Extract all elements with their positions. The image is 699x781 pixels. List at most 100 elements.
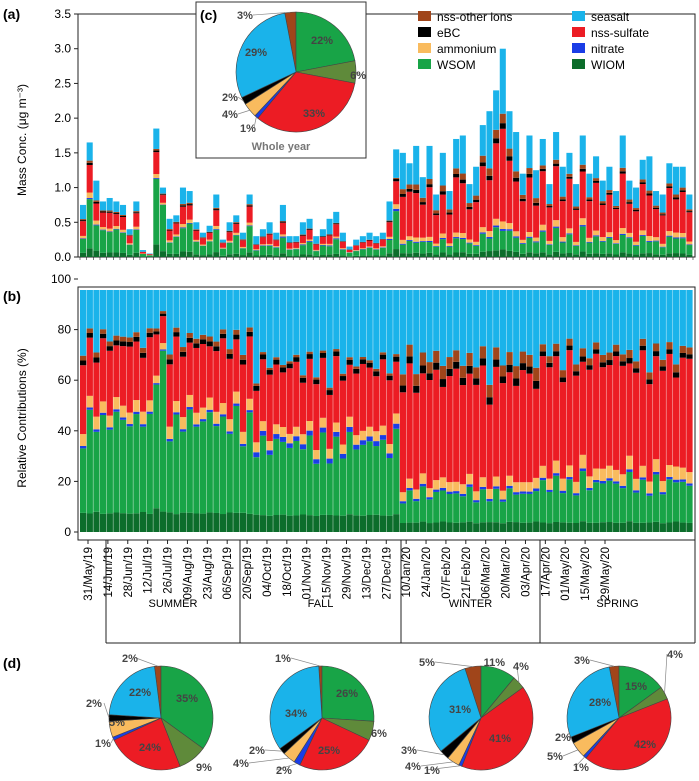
bar-segment-a-seasalt	[506, 111, 512, 148]
bar-segment-a-ammonium	[213, 226, 219, 229]
pct-segment-b-wsom	[593, 482, 599, 523]
pct-segment-b-ammonium	[187, 395, 193, 407]
pct-segment-b-nss_sulfate	[566, 350, 572, 465]
pct-segment-b-ammonium	[140, 412, 146, 424]
bar-segment-a-nss_sulfate	[140, 252, 146, 254]
bar-segment-a-nss_other	[120, 215, 126, 216]
bar-segment-a-seasalt	[300, 222, 306, 234]
legend-swatch-seasalt	[572, 11, 585, 21]
bar-segment-a-wsom	[267, 246, 273, 255]
bar-segment-a-seasalt	[433, 195, 439, 211]
pct-segment-b-ammonium	[127, 413, 133, 424]
bar-segment-a-ammonium	[167, 240, 173, 242]
pct-segment-b-wiom	[580, 521, 586, 532]
pct-segment-b-nss_other	[440, 366, 446, 379]
bar-segment-a-wsom	[180, 228, 186, 251]
bar-segment-a-seasalt	[420, 177, 426, 198]
bar-segment-a-nitrate	[506, 229, 512, 231]
pct-segment-b-wsom	[406, 490, 412, 522]
bar-segment-a-ebc	[113, 213, 119, 214]
pct-segment-b-wiom	[120, 513, 126, 532]
pct-segment-b-nss_other	[433, 351, 439, 363]
pct-segment-b-wsom	[633, 493, 639, 523]
pct-segment-b-wsom	[506, 488, 512, 522]
bar-segment-a-wiom	[686, 255, 692, 257]
bar-segment-a-nss_other	[473, 196, 479, 200]
bar-segment-a-ammonium	[680, 233, 686, 237]
bar-segment-a-wsom	[613, 244, 619, 255]
bar-segment-a-nss_sulfate	[513, 182, 519, 232]
pct-segment-b-nss_sulfate	[353, 374, 359, 436]
pct-segment-b-wiom	[426, 523, 432, 532]
pct-segment-b-nss_other	[646, 372, 652, 379]
bar-segment-a-wiom	[426, 253, 432, 257]
pct-segment-b-seasalt	[506, 290, 512, 352]
pct-segment-b-ebc	[660, 366, 666, 370]
pct-segment-b-nss_other	[426, 362, 432, 373]
pct-segment-b-seasalt	[193, 290, 199, 339]
pct-segment-b-ebc	[187, 338, 193, 343]
bar-segment-a-nitrate	[566, 233, 572, 234]
pct-segment-b-nitrate	[253, 452, 259, 457]
y-tick-label-a: 0.5	[54, 215, 71, 229]
pct-segment-b-nitrate	[520, 491, 526, 493]
bar-segment-a-nss_other	[580, 165, 586, 169]
pct-segment-b-wiom	[200, 514, 206, 532]
pct-segment-b-wiom	[680, 523, 686, 532]
pct-segment-b-nss_other	[313, 377, 319, 379]
pie-d-spring-leader-nss_other	[590, 660, 614, 666]
bar-segment-a-ammonium	[133, 227, 139, 230]
pct-segment-b-wsom	[626, 472, 632, 521]
bar-segment-a-ebc	[267, 234, 273, 235]
pct-segment-b-wiom	[107, 513, 113, 532]
pct-segment-b-seasalt	[540, 290, 546, 344]
pct-segment-b-seasalt	[153, 290, 159, 328]
bar-segment-a-ebc	[406, 189, 412, 192]
pct-segment-b-ebc	[87, 333, 93, 338]
pct-segment-b-nss_sulfate	[147, 337, 153, 400]
pct-segment-b-nss_other	[653, 344, 659, 352]
bar-segment-a-wiom	[680, 253, 686, 257]
bar-segment-a-nss_sulfate	[586, 201, 592, 238]
bar-segment-a-seasalt	[333, 212, 339, 223]
pie-d-fall-label-nss_other: 1%	[275, 653, 291, 665]
bar-segment-a-ebc	[160, 194, 166, 195]
bar-segment-a-seasalt	[160, 188, 166, 194]
pct-segment-b-wiom	[87, 513, 93, 532]
pct-segment-b-nitrate	[413, 499, 419, 501]
bar-segment-a-wsom	[620, 235, 626, 252]
bar-segment-a-seasalt	[227, 222, 233, 230]
bar-segment-a-seasalt	[593, 156, 599, 178]
pct-segment-b-wsom	[620, 488, 626, 523]
bar-segment-a-wiom	[327, 254, 333, 257]
pct-segment-b-nitrate	[260, 431, 266, 436]
pct-segment-b-nitrate	[333, 432, 339, 437]
bar-segment-a-ammonium	[280, 234, 286, 236]
pct-segment-b-ebc	[200, 339, 206, 344]
pct-segment-b-ebc	[606, 360, 612, 365]
bar-segment-a-wiom	[240, 255, 246, 257]
pct-segment-b-nss_other	[147, 328, 153, 333]
bar-segment-a-nss_other	[413, 185, 419, 190]
pct-segment-b-wiom	[500, 523, 506, 532]
pct-segment-b-wiom	[600, 522, 606, 532]
bar-segment-a-ammonium	[553, 220, 559, 226]
pct-segment-b-wsom	[160, 351, 166, 512]
pct-segment-b-nitrate	[686, 483, 692, 485]
legend-swatch-nss_other	[418, 11, 431, 21]
bar-segment-a-nss_sulfate	[626, 204, 632, 233]
bar-segment-a-wiom	[526, 252, 532, 257]
legend-label-wiom: WIOM	[591, 58, 625, 72]
bar-segment-a-wiom	[300, 254, 306, 257]
pct-segment-b-ebc	[393, 357, 399, 362]
pct-segment-b-nss_other	[680, 346, 686, 353]
pct-segment-b-wiom	[473, 523, 479, 532]
pct-segment-b-seasalt	[233, 290, 239, 330]
bar-segment-a-wsom	[573, 246, 579, 254]
bar-segment-a-nss_other	[173, 222, 179, 223]
pct-segment-b-ammonium	[633, 479, 639, 490]
pct-segment-b-nss_sulfate	[120, 346, 126, 406]
pct-segment-b-nss_other	[513, 366, 519, 378]
pct-segment-b-ebc	[227, 354, 233, 359]
seasonal-pie-d-fall: 1%26%6%25%2%4%2%34%	[233, 653, 387, 776]
